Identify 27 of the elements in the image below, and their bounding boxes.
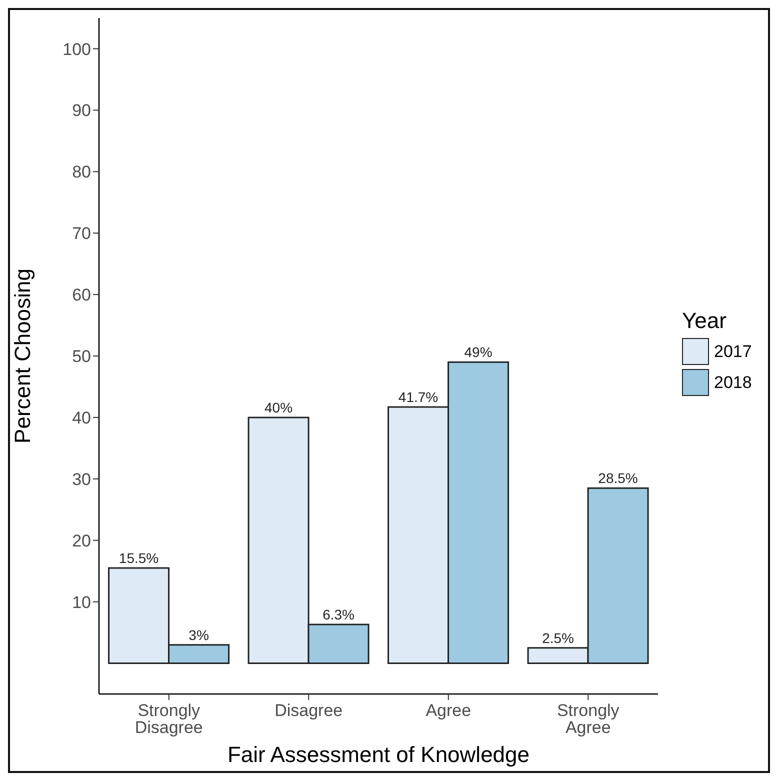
data-label: 49% — [464, 344, 492, 360]
x-axis-title: Fair Assessment of Knowledge — [227, 742, 530, 767]
data-label: 41.7% — [398, 389, 438, 406]
y-axis-title: Percent Choosing — [10, 268, 35, 444]
data-label: 6.3% — [322, 606, 354, 623]
data-label: 2.5% — [542, 630, 574, 646]
y-tick-label: 30 — [72, 470, 91, 489]
y-tick-label: 20 — [72, 531, 91, 550]
y-tick-label: 40 — [72, 408, 91, 428]
x-tick-label: Strongly Disagree — [134, 701, 203, 738]
data-label: 40% — [264, 399, 293, 416]
y-tick-label: 60 — [72, 286, 91, 305]
data-label: 3% — [188, 626, 209, 643]
y-tick-label: 90 — [72, 101, 91, 120]
data-label: 28.5% — [598, 470, 638, 486]
y-tick-label: 10 — [72, 592, 91, 612]
y-tick-label: 100 — [62, 40, 91, 59]
x-tick-label: Strongly Agree — [556, 701, 620, 738]
y-tick-label: 50 — [72, 347, 91, 366]
y-tick-label: 70 — [72, 224, 91, 244]
data-label: 15.5% — [118, 550, 159, 566]
legend-label: 2018 — [714, 372, 752, 392]
x-tick-label: Disagree — [274, 701, 343, 720]
legend-label: 2017 — [714, 342, 752, 362]
y-tick-label: 80 — [72, 162, 91, 182]
legend-title: Year — [682, 308, 728, 334]
x-tick-label: Agree — [426, 701, 472, 720]
